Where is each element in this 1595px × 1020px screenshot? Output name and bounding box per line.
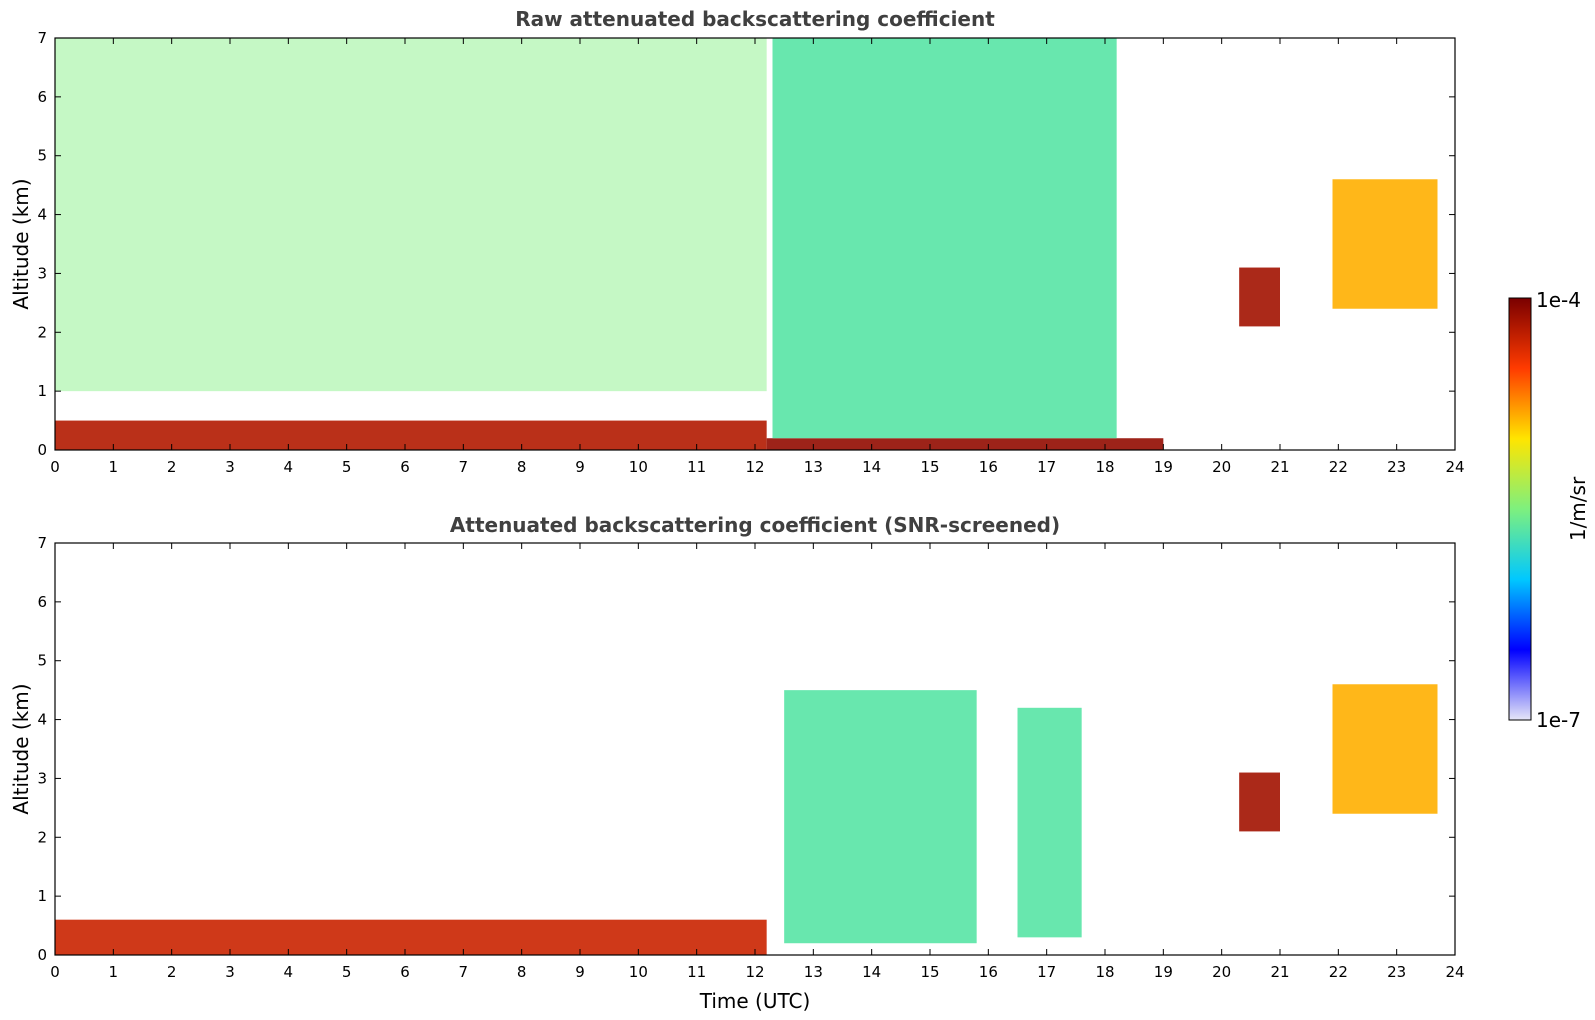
panel-raw-ylabel: Altitude (km): [9, 178, 33, 309]
x-tick-label: 14: [862, 963, 881, 981]
x-tick-label: 12: [745, 458, 764, 476]
x-tick-label: 2: [167, 458, 177, 476]
y-tick-label: 0: [37, 441, 47, 459]
feature-upper-cloud: [1332, 179, 1438, 309]
feature-tilted-cloud: [1239, 772, 1280, 832]
x-tick-label: 17: [1037, 458, 1056, 476]
colorbar-gradient: [1508, 297, 1532, 721]
y-tick-label: 3: [37, 264, 47, 282]
x-tick-label: 9: [575, 963, 585, 981]
y-tick-label: 0: [37, 946, 47, 964]
x-tick-label: 20: [1212, 963, 1231, 981]
x-tick-label: 12: [745, 963, 764, 981]
panel-raw-ticks: 0 1 2 3 4 5 6 7 8 9 10 11 12 13 14 15 16 17 18 19 20 21 22 23 24…: [37, 29, 1464, 476]
x-tick-label: 10: [629, 458, 648, 476]
feature-virga-columns: [772, 38, 1117, 439]
x-tick-label: 19: [1154, 963, 1173, 981]
x-tick-label: 3: [225, 963, 235, 981]
x-tick-label: 8: [517, 963, 527, 981]
x-tick-label: 21: [1270, 963, 1289, 981]
x-tick-label: 15: [920, 458, 939, 476]
panel-screened-xlabel: Time (UTC): [699, 989, 811, 1013]
feature-boundary-layer: [55, 919, 767, 955]
y-tick-label: 7: [37, 29, 47, 47]
x-tick-label: 17: [1037, 963, 1056, 981]
x-tick-label: 4: [284, 963, 294, 981]
x-tick-label: 10: [629, 963, 648, 981]
y-tick-label: 3: [37, 769, 47, 787]
y-tick-label: 2: [37, 323, 47, 341]
x-tick-label: 19: [1154, 458, 1173, 476]
x-tick-label: 4: [284, 458, 294, 476]
panel-screened-ylabel: Altitude (km): [9, 683, 33, 814]
x-tick-label: 14: [862, 458, 881, 476]
y-tick-label: 4: [37, 206, 47, 224]
panel-screened: Attenuated backscattering coefficient (S…: [9, 513, 1465, 1013]
panel-screened-ticks: 0 1 2 3 4 5 6 7 8 9 10 11 12 13 14 15 16 17 18 19 20 21 22 23 24…: [37, 534, 1464, 981]
colorbar-max-label: 1e-4: [1536, 288, 1581, 312]
x-tick-label: 0: [50, 963, 60, 981]
y-tick-label: 2: [37, 828, 47, 846]
x-tick-label: 2: [167, 963, 177, 981]
panel-screened-frame: [54, 542, 1456, 956]
y-tick-label: 4: [37, 711, 47, 729]
x-tick-label: 6: [400, 458, 410, 476]
x-tick-label: 23: [1387, 963, 1406, 981]
y-tick-label: 5: [37, 147, 47, 165]
feature-cloud-columns: [784, 690, 977, 944]
x-tick-label: 8: [517, 458, 527, 476]
x-tick-label: 11: [687, 458, 706, 476]
x-tick-label: 6: [400, 963, 410, 981]
x-tick-label: 9: [575, 458, 585, 476]
x-tick-label: 22: [1329, 963, 1348, 981]
x-tick-label: 24: [1445, 458, 1464, 476]
x-tick-label: 13: [804, 458, 823, 476]
x-tick-label: 7: [459, 963, 469, 981]
x-tick-label: 20: [1212, 458, 1231, 476]
x-tick-label: 21: [1270, 458, 1289, 476]
feature-noise-region: [55, 38, 767, 392]
x-tick-label: 5: [342, 458, 352, 476]
x-tick-label: 18: [1095, 458, 1114, 476]
x-tick-label: 18: [1095, 963, 1114, 981]
panel-raw-heatmap: [55, 38, 1438, 450]
colorbar: 1e-4 1e-7 1/m/sr: [1508, 288, 1590, 732]
x-tick-label: 22: [1329, 458, 1348, 476]
panel-screened-title: Attenuated backscattering coefficient (S…: [450, 513, 1060, 537]
x-tick-label: 24: [1445, 963, 1464, 981]
x-tick-label: 1: [109, 458, 119, 476]
y-tick-label: 1: [37, 382, 47, 400]
panel-raw: Raw attenuated backscattering coefficien…: [9, 7, 1465, 476]
y-tick-label: 6: [37, 88, 47, 106]
x-tick-label: 13: [804, 963, 823, 981]
x-tick-label: 15: [920, 963, 939, 981]
x-tick-label: 16: [979, 963, 998, 981]
x-tick-label: 1: [109, 963, 119, 981]
x-tick-label: 7: [459, 458, 469, 476]
x-tick-label: 5: [342, 963, 352, 981]
x-tick-label: 11: [687, 963, 706, 981]
x-tick-label: 0: [50, 458, 60, 476]
x-tick-label: 3: [225, 458, 235, 476]
y-tick-label: 5: [37, 652, 47, 670]
feature-tilted-cloud: [1239, 267, 1280, 327]
panel-raw-title: Raw attenuated backscattering coefficien…: [515, 7, 995, 31]
y-tick-label: 6: [37, 593, 47, 611]
x-tick-label: 23: [1387, 458, 1406, 476]
feature-boundary-layer: [55, 420, 767, 450]
y-tick-label: 1: [37, 887, 47, 905]
feature-upper-cloud: [1332, 684, 1438, 814]
colorbar-min-label: 1e-7: [1536, 708, 1581, 732]
feature-low-layer: [766, 438, 1164, 450]
y-tick-label: 7: [37, 534, 47, 552]
x-tick-label: 16: [979, 458, 998, 476]
colorbar-unit-label: 1/m/sr: [1566, 476, 1590, 541]
panel-screened-heatmap: [55, 684, 1438, 955]
feature-cloud-column-2: [1017, 707, 1082, 938]
